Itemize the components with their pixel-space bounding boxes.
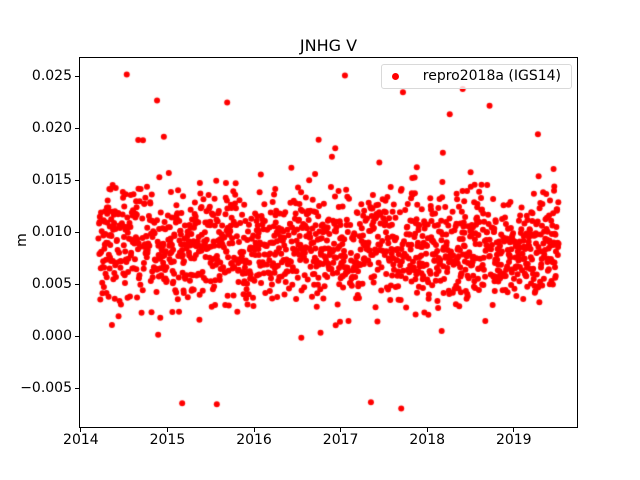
- x-tick-label: 2017: [322, 432, 359, 448]
- y-tick-mark: [75, 128, 79, 130]
- y-tick-label: 0.005: [31, 275, 72, 292]
- x-tick-mark: [80, 428, 82, 432]
- y-tick-mark: [75, 232, 79, 234]
- x-tick-label: 2019: [495, 432, 532, 448]
- y-tick-mark: [75, 336, 79, 338]
- x-tick-mark: [340, 428, 342, 432]
- y-tick-label: 0.000: [31, 327, 72, 344]
- chart-title: JNHG V: [299, 36, 358, 55]
- x-tick-label: 2016: [236, 432, 272, 448]
- x-tick-mark: [426, 428, 428, 432]
- y-tick-label: 0.015: [31, 171, 72, 188]
- scatter-points-canvas: [80, 58, 577, 427]
- x-tick-mark: [513, 428, 515, 432]
- x-tick-label: 2015: [149, 432, 186, 448]
- x-tick-mark: [166, 428, 168, 432]
- x-tick-label: 2014: [63, 432, 99, 448]
- legend: repro2018a (IGS14): [380, 64, 572, 89]
- y-tick-label: −0.005: [20, 379, 72, 396]
- y-tick-label: 0.025: [31, 67, 72, 84]
- y-tick-mark: [75, 388, 79, 390]
- y-tick-mark: [75, 284, 79, 286]
- legend-label: repro2018a (IGS14): [422, 68, 561, 84]
- x-tick-mark: [253, 428, 255, 432]
- plot-area: repro2018a (IGS14): [79, 57, 578, 428]
- legend-marker-dot-icon: [391, 73, 399, 80]
- y-tick-mark: [75, 180, 79, 182]
- x-tick-label: 2018: [409, 432, 446, 448]
- y-tick-label: 0.020: [31, 119, 72, 136]
- y-tick-mark: [75, 76, 79, 78]
- y-tick-label: 0.010: [31, 223, 72, 240]
